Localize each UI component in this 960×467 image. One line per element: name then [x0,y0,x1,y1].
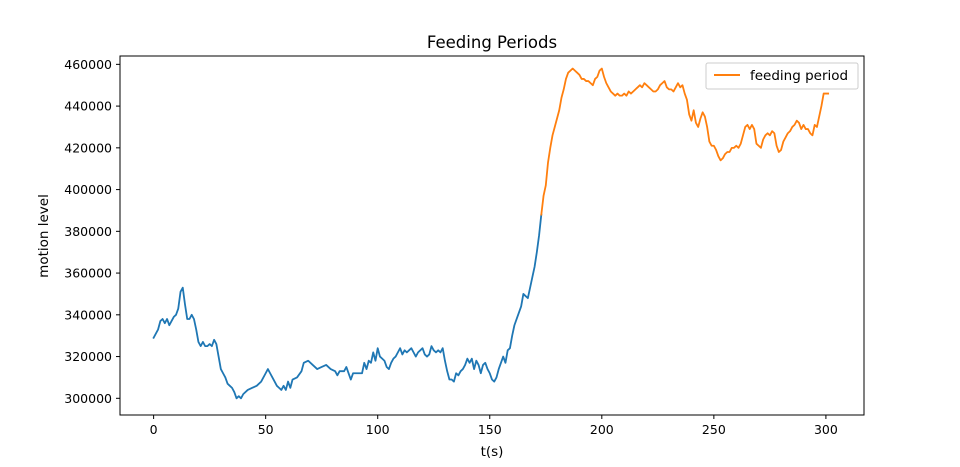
y-tick-label: 320000 [64,349,112,364]
x-tick-label: 0 [150,422,158,437]
x-tick-label: 150 [478,422,502,437]
x-axis-ticks: 0 50 100 150 200 250 300 [150,415,838,437]
y-tick-label: 300000 [64,391,112,406]
legend-box [705,62,859,90]
chart-title: Feeding Periods [427,33,557,52]
x-axis-label: t(s) [481,444,504,460]
legend-label-feeding-period: feeding period [750,68,848,84]
series-layer [152,67,830,400]
series-line-feeding-period [540,67,830,216]
x-tick-label: 100 [366,422,390,437]
y-tick-label: 420000 [64,140,112,155]
x-tick-label: 50 [258,422,274,437]
y-tick-label: 460000 [64,57,112,72]
x-tick-label: 300 [814,422,838,437]
plot-area-frame [119,55,865,416]
y-tick-label: 380000 [64,224,112,239]
y-axis-label: motion level [36,194,52,278]
y-tick-label: 400000 [64,182,112,197]
y-tick-label: 440000 [64,99,112,114]
legend: feeding period [705,62,859,90]
y-axis-ticks: 300000 320000 340000 360000 380000 400000 4200… [64,57,120,406]
x-tick-label: 200 [590,422,614,437]
y-tick-label: 340000 [64,307,112,322]
y-tick-label: 360000 [64,266,112,281]
series-line-series-1 [152,213,543,400]
x-tick-label: 250 [702,422,726,437]
